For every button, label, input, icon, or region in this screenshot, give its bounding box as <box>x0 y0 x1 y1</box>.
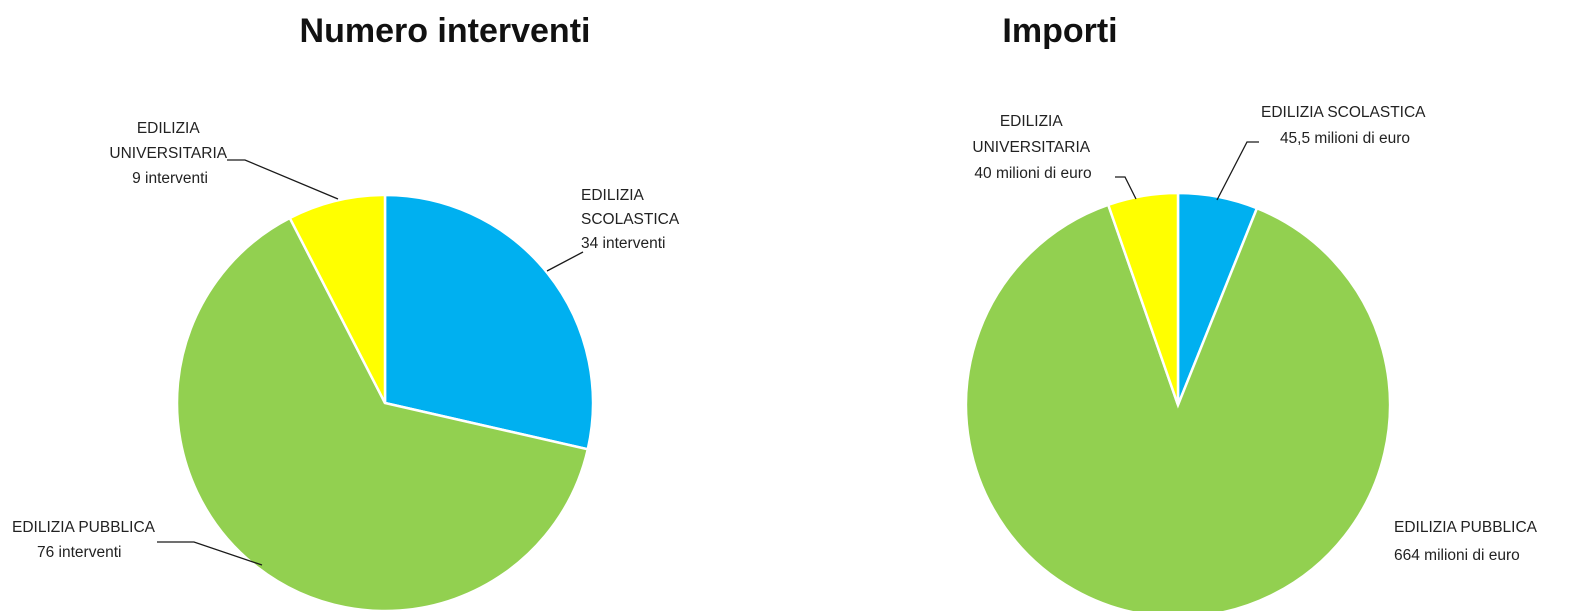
pie-slices <box>964 191 1392 611</box>
pie-chart-importi: Importi EDILIZIA SCOLASTICA 45,5 milioni… <box>964 12 1540 611</box>
slice-label-edilizia-scolastica: EDILIZIA SCOLASTICA 34 interventi <box>581 187 683 252</box>
label-line: EDILIZIA PUBBLICA <box>12 519 156 536</box>
label-line: SCOLASTICA <box>581 211 680 228</box>
slice-label-edilizia-scolastica: EDILIZIA SCOLASTICA 45,5 milioni di euro <box>1261 104 1429 147</box>
label-line: UNIVERSITARIA <box>109 145 227 162</box>
slice-label-edilizia-pubblica: EDILIZIA PUBBLICA 664 milioni di euro <box>1394 519 1540 564</box>
leader-line-pubblica <box>157 541 263 566</box>
slice-label-edilizia-universitaria: EDILIZIA UNIVERSITARIA 40 milioni di eur… <box>972 113 1093 182</box>
pie-slice-edilizia-universitaria <box>1106 191 1180 406</box>
label-line: 9 interventi <box>132 170 208 187</box>
pie-slice-edilizia-scolastica <box>383 193 595 451</box>
pie-slice-edilizia-pubblica <box>964 203 1392 611</box>
label-line: EDILIZIA SCOLASTICA <box>1261 104 1426 121</box>
chart-title: Numero interventi <box>300 12 591 50</box>
label-line: 34 interventi <box>581 235 665 252</box>
pie-slice-edilizia-universitaria <box>288 193 387 404</box>
label-line: 45,5 milioni di euro <box>1280 130 1410 147</box>
chart-title: Importi <box>1002 12 1117 50</box>
label-line: EDILIZIA <box>581 187 645 204</box>
label-line: UNIVERSITARIA <box>972 139 1090 156</box>
pie-slice-edilizia-pubblica <box>175 216 590 611</box>
label-line: 40 milioni di euro <box>974 165 1091 182</box>
pie-chart-numero-interventi: Numero interventi EDILIZIA SCOLASTICA 34… <box>12 12 683 611</box>
leader-line-universitaria <box>1115 176 1137 200</box>
label-line: EDILIZIA <box>1000 113 1064 130</box>
label-line: 664 milioni di euro <box>1394 547 1520 564</box>
pie-slices <box>175 193 595 611</box>
leader-line-universitaria <box>227 159 339 200</box>
label-line: EDILIZIA <box>137 120 201 137</box>
slice-label-edilizia-pubblica: EDILIZIA PUBBLICA 76 interventi <box>12 519 158 561</box>
leader-line-scolastica <box>1216 141 1259 201</box>
leader-line-scolastica <box>546 251 584 272</box>
label-line: 76 interventi <box>37 544 121 561</box>
label-line: EDILIZIA PUBBLICA <box>1394 519 1538 536</box>
slice-label-edilizia-universitaria: EDILIZIA UNIVERSITARIA 9 interventi <box>109 120 230 187</box>
